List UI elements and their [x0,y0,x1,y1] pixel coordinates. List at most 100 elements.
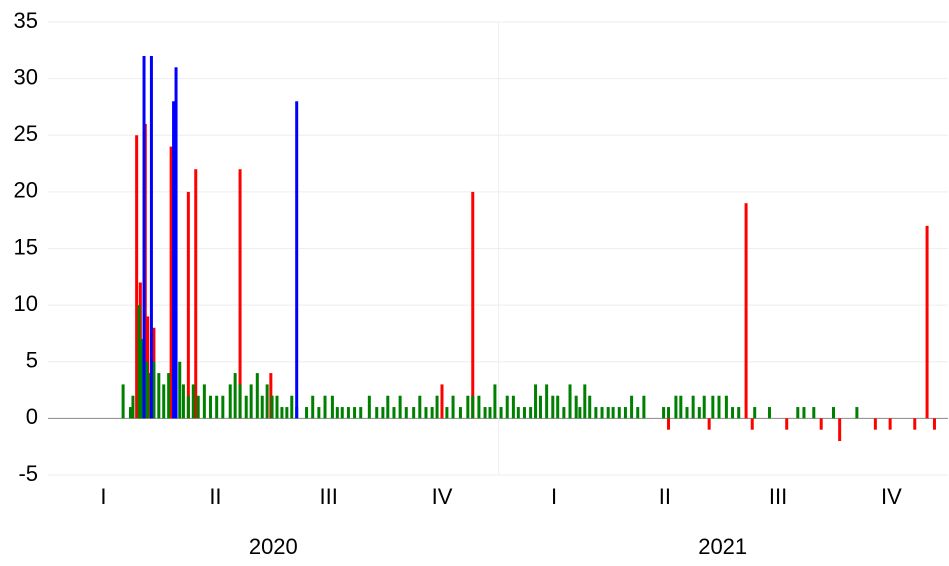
bar [167,373,171,419]
bar [466,395,470,419]
bar [458,407,462,419]
bar [238,384,242,419]
bar [556,395,560,419]
bar [142,55,146,419]
bar [796,407,800,419]
bar [588,395,592,419]
bar [516,407,520,419]
bar [594,407,598,419]
y-tick-label: 25 [14,121,38,146]
bar [888,418,892,430]
bar [191,384,195,419]
bar [551,395,555,419]
x-tick-label: I [100,484,106,509]
bar [471,395,475,419]
bar [925,225,929,419]
bar [623,407,627,419]
bar [275,395,279,419]
bar [140,339,144,419]
bar [630,395,634,419]
bar [511,395,515,419]
x-tick-label: III [320,484,338,509]
bar [600,407,604,419]
bar [152,361,156,419]
bar [483,407,487,419]
bar [679,395,683,419]
x-tick-label: II [659,484,671,509]
bar [636,407,640,419]
bar [750,418,754,430]
bar [255,373,259,419]
y-tick-label: 5 [26,348,38,373]
bar [812,407,816,419]
bar [260,395,264,419]
year-label: 2020 [249,534,298,559]
bar [932,418,936,430]
y-tick-label: 20 [14,178,38,203]
x-tick-label: IV [432,484,453,509]
bar [128,407,132,419]
bar [617,407,621,419]
bar [238,169,242,419]
bar [538,395,542,419]
bar [335,407,339,419]
bar [583,384,587,419]
bar [493,384,497,419]
bar [169,146,173,419]
y-tick-label: 35 [14,8,38,33]
bar [744,203,748,419]
bar [404,407,408,419]
bar [499,407,503,419]
bar [418,395,422,419]
bar [228,384,232,419]
bar [346,407,350,419]
bar [209,395,213,419]
bar [711,395,715,419]
bar [522,407,526,419]
y-tick-label: -5 [18,461,38,486]
bar [149,55,153,419]
y-tick-label: 15 [14,234,38,259]
bar [505,395,509,419]
bar [642,395,646,419]
bar [691,395,695,419]
bar [194,169,198,419]
bar [477,395,481,419]
bar [202,384,206,419]
bar [249,384,253,419]
bar [233,373,237,419]
bar [702,395,706,419]
bar [375,407,379,419]
bar [717,395,721,419]
y-tick-label: 30 [14,64,38,89]
bar [855,407,859,419]
bar [178,361,182,419]
bar [121,384,125,419]
bar [574,395,578,419]
bar [819,418,823,430]
bar [578,407,582,419]
bar [311,395,315,419]
bar [471,191,475,419]
bar [359,407,363,419]
bar [353,407,357,419]
bar [181,384,185,419]
bar [280,407,284,419]
bar [144,361,148,419]
bar [186,191,190,419]
bar [838,418,842,442]
bar [440,384,444,419]
bar [290,395,294,419]
bar [568,384,572,419]
x-tick-label: I [551,484,557,509]
x-tick-label: II [209,484,221,509]
bar [488,407,492,419]
bar [606,407,610,419]
bar [172,101,176,419]
bar [295,101,299,419]
bar [137,305,141,419]
bar [221,395,225,419]
bar [724,395,728,419]
bar [667,418,671,430]
